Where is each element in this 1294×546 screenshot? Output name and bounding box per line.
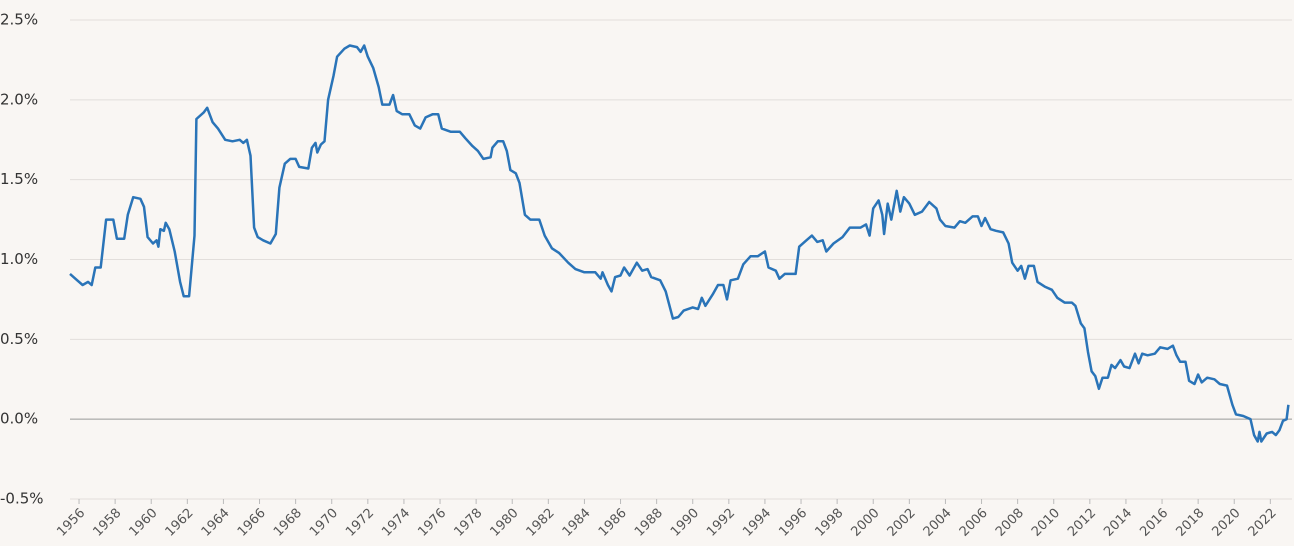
x-tick-label: 2018 — [1173, 506, 1207, 540]
x-tick-label: 1960 — [127, 506, 161, 540]
x-tick-label: 2020 — [1210, 506, 1244, 540]
x-tick-label: 2022 — [1246, 506, 1280, 540]
x-tick-label: 1972 — [343, 506, 377, 540]
x-tick-label: 1996 — [776, 506, 810, 540]
y-tick-label: 0.5% — [0, 330, 38, 348]
x-tick-label: 2010 — [1029, 506, 1063, 540]
y-tick-label: 2.5% — [0, 11, 38, 29]
y-tick-label: -0.5% — [0, 490, 44, 508]
x-tick-label: 1982 — [524, 506, 558, 540]
x-tick-label: 1990 — [668, 506, 702, 540]
x-tick-label: 2004 — [921, 506, 955, 540]
y-tick-label: 1.5% — [0, 170, 38, 188]
x-tick-label: 2008 — [993, 506, 1027, 540]
x-tick-label: 1966 — [235, 506, 269, 540]
x-tick-label: 2016 — [1137, 506, 1171, 540]
x-tick-label: 1986 — [596, 506, 630, 540]
x-tick-label: 2000 — [849, 506, 883, 540]
x-tick-label: 1988 — [632, 506, 666, 540]
x-tick-label: 1978 — [451, 506, 485, 540]
x-tick-label: 1992 — [704, 506, 738, 540]
x-tick-label: 1962 — [163, 506, 197, 540]
x-tick-label: 2002 — [885, 506, 919, 540]
x-tick-label: 1968 — [271, 506, 305, 540]
x-tick-label: 1994 — [740, 506, 774, 540]
x-tick-label: 1970 — [307, 506, 341, 540]
x-tick-label: 1998 — [812, 506, 846, 540]
x-tick-label: 2014 — [1101, 506, 1135, 540]
x-tick-label: 1980 — [488, 506, 522, 540]
x-tick-label: 2012 — [1065, 506, 1099, 540]
x-tick-label: 1958 — [90, 506, 124, 540]
x-tick-label: 2006 — [957, 506, 991, 540]
x-tick-label: 1984 — [560, 506, 594, 540]
y-tick-label: 2.0% — [0, 90, 38, 108]
x-tick-label: 1974 — [379, 506, 413, 540]
x-tick-label: 1956 — [54, 506, 88, 540]
x-tick-label: 1976 — [415, 506, 449, 540]
y-tick-label: 0.0% — [0, 410, 38, 428]
y-tick-label: 1.0% — [0, 250, 38, 268]
x-tick-label: 1964 — [199, 506, 233, 540]
line-series — [69, 44, 1290, 443]
